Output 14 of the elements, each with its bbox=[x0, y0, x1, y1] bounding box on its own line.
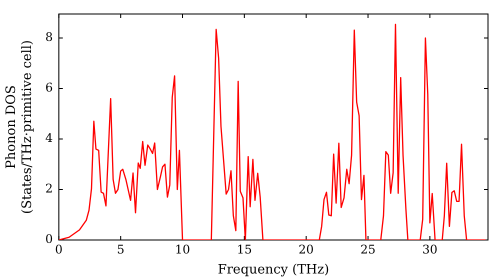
y-tick-label: 8 bbox=[45, 30, 53, 44]
y-tick-label: 2 bbox=[45, 182, 53, 196]
y-tick-label: 6 bbox=[45, 80, 53, 95]
x-tick-label: 20 bbox=[298, 242, 314, 256]
y-tick-label: 0 bbox=[45, 232, 53, 246]
x-axis-title: Frequency (THz) bbox=[218, 262, 330, 278]
x-tick-label: 0 bbox=[55, 242, 63, 256]
y-axis-title: Phonon DOS (States/THz·primitive cell) bbox=[4, 40, 35, 214]
x-tick-label: 15 bbox=[236, 242, 252, 256]
x-tick-label: 5 bbox=[116, 242, 124, 256]
y-tick-label: 4 bbox=[45, 131, 54, 146]
x-tick-label: 10 bbox=[174, 242, 190, 256]
x-tick-label: 25 bbox=[360, 242, 376, 256]
x-tick-label: 30 bbox=[422, 242, 438, 256]
